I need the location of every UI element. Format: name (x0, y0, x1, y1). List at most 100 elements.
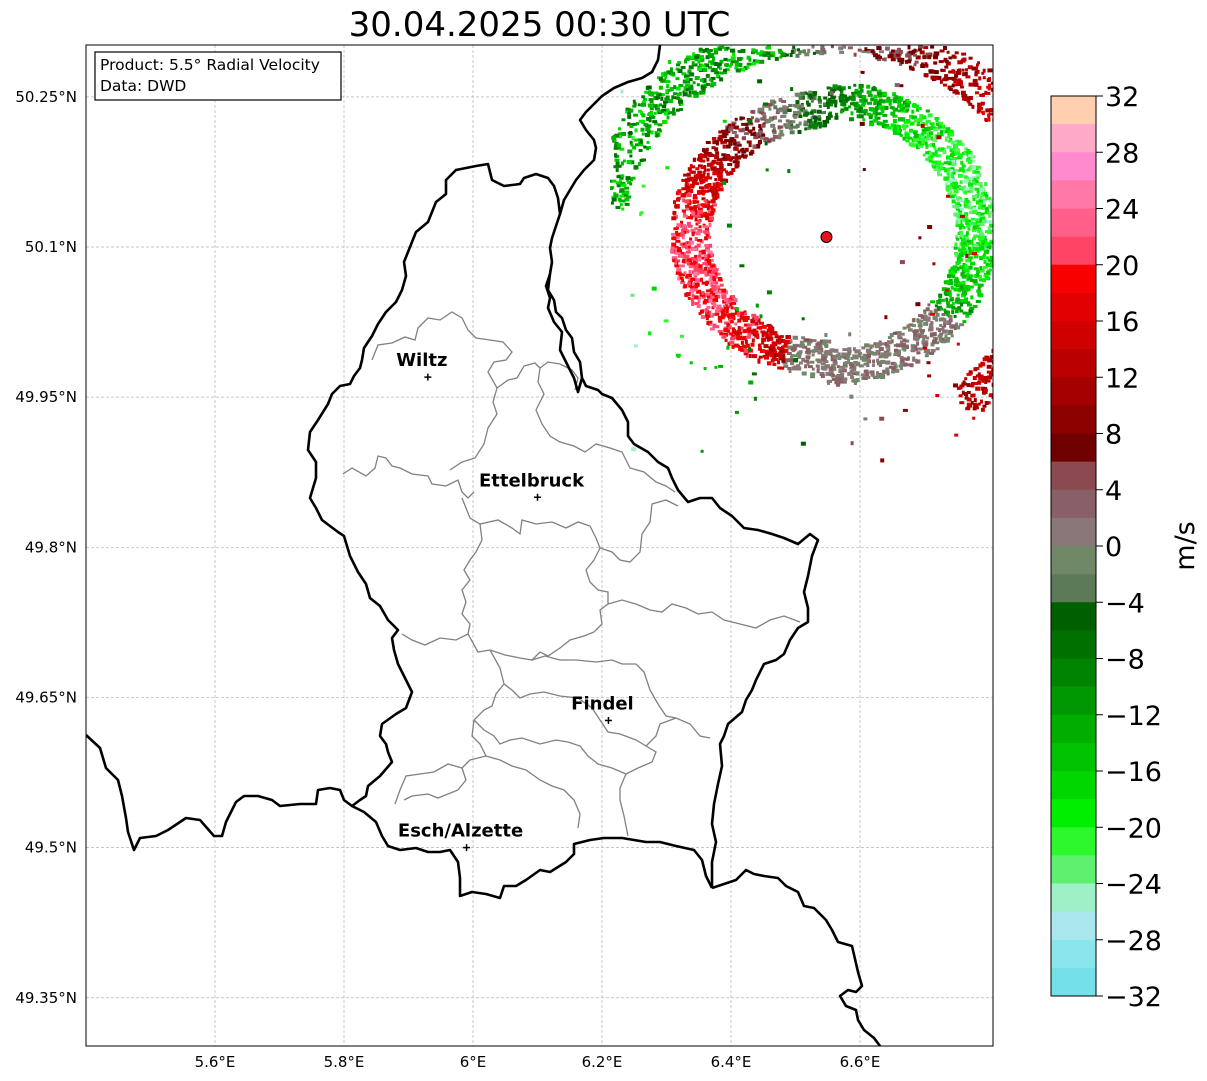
radar-echo-pixel (910, 344, 916, 349)
radar-echo-pixel (918, 236, 922, 240)
radar-echo-pixel (744, 147, 749, 152)
radar-echo-pixel (957, 386, 963, 390)
radar-echo-pixel (958, 226, 962, 230)
radar-echo-pixel (925, 144, 929, 149)
radar-echo-pixel (913, 53, 917, 57)
radar-echo-pixel (966, 149, 971, 153)
radar-echo-pixel (663, 102, 667, 107)
radar-echo-pixel (629, 131, 632, 135)
radar-echo-pixel (961, 382, 965, 387)
radar-echo-pixel (959, 288, 964, 292)
radar-echo-pixel (702, 230, 708, 234)
radar-echo-pixel (966, 406, 971, 410)
radar-echo-pixel (740, 326, 744, 330)
product-label: Product: 5.5° Radial Velocity (100, 56, 320, 74)
radar-echo-pixel (708, 153, 712, 158)
radar-echo-pixel (625, 110, 629, 114)
radar-echo-pixel (973, 376, 977, 380)
radar-echo-pixel (987, 241, 991, 245)
radar-echo-pixel (961, 58, 967, 62)
radar-echo-pixel (779, 55, 783, 59)
radar-echo-pixel (626, 195, 632, 199)
radar-echo-pixel (705, 317, 709, 321)
x-tick-label: 6.2°E (582, 1053, 623, 1071)
radar-echo-pixel (620, 89, 624, 94)
radar-echo-pixel (692, 52, 696, 57)
radar-echo-pixel (619, 203, 623, 207)
radar-echo-pixel (970, 221, 976, 225)
radar-echo-pixel (713, 48, 718, 51)
radar-echo-pixel (657, 123, 663, 127)
radar-echo-pixel (930, 349, 936, 352)
radar-echo-pixel (981, 241, 985, 245)
radar-echo-pixel (831, 364, 834, 369)
radar-echo-pixel (718, 187, 724, 192)
radar-echo-pixel (862, 353, 867, 357)
radar-echo-pixel (918, 145, 924, 149)
radar-echo-pixel (707, 189, 713, 193)
radar-echo-pixel (973, 243, 979, 247)
radar-echo-pixel (959, 221, 963, 226)
radar-echo-pixel (953, 151, 957, 156)
radar-echo-pixel (816, 365, 820, 370)
radar-echo-pixel (676, 63, 681, 67)
radar-echo-pixel (675, 108, 680, 112)
radar-echo-pixel (811, 45, 815, 49)
radar-echo-pixel (880, 122, 885, 126)
radar-echo-pixel (897, 349, 901, 354)
colorbar-tick-label: 16 (1105, 307, 1139, 338)
radar-echo-pixel (923, 130, 929, 134)
radar-echo-pixel (731, 329, 736, 333)
colorbar-segment (1051, 658, 1096, 688)
radar-echo-pixel (779, 129, 784, 134)
radar-echo-pixel (990, 241, 993, 245)
radar-echo-pixel (820, 348, 824, 353)
radar-echo-pixel (850, 376, 855, 379)
radar-echo-pixel (951, 151, 955, 155)
radar-echo-pixel (808, 90, 813, 94)
radar-echo-pixel (729, 137, 734, 142)
radar-echo-pixel (981, 244, 987, 248)
radar-echo-pixel (772, 331, 778, 336)
radar-echo-pixel (663, 319, 669, 323)
map-area[interactable] (86, 45, 993, 1046)
radar-echo-pixel (980, 187, 985, 192)
radar-echo-pixel (980, 102, 984, 106)
radar-echo-pixel (834, 380, 840, 385)
radar-echo-pixel (804, 127, 808, 131)
radar-echo-pixel (629, 125, 634, 129)
radar-echo-pixel (918, 118, 923, 122)
radar-echo-pixel (966, 312, 972, 316)
radar-echo-pixel (767, 333, 771, 337)
radar-echo-pixel (641, 184, 646, 188)
radar-echo-pixel (971, 104, 975, 109)
radar-echo-pixel (688, 241, 692, 246)
radar-echo-pixel (777, 360, 780, 365)
radar-echo-pixel (934, 337, 938, 341)
radar-echo-pixel (898, 331, 902, 334)
radar-echo-pixel (633, 344, 638, 348)
radar-echo-pixel (745, 122, 749, 127)
radar-echo-pixel (948, 70, 954, 74)
radar-echo-pixel (841, 379, 847, 384)
radar-echo-pixel (965, 313, 970, 318)
radar-echo-pixel (967, 256, 973, 260)
radar-echo-pixel (853, 356, 859, 360)
radar-echo-pixel (939, 332, 944, 336)
radar-echo-pixel (978, 293, 984, 298)
radar-echo-pixel (805, 350, 811, 354)
radar-echo-pixel (894, 95, 899, 100)
radar-echo-pixel (696, 83, 700, 87)
radar-echo-pixel (634, 128, 638, 133)
radar-echo-pixel (961, 52, 967, 56)
radar-echo-pixel (738, 128, 744, 133)
radar-echo-pixel (889, 53, 894, 58)
radar-echo-pixel (922, 131, 927, 135)
radar-echo-pixel (966, 168, 971, 172)
radar-echo-pixel (899, 84, 904, 88)
radar-echo-pixel (710, 84, 715, 88)
radar-echo-pixel (956, 83, 962, 86)
x-tick-labels: 5.6°E 5.8°E 6°E 6.2°E 6.4°E 6.6°E (195, 1053, 881, 1071)
radar-echo-pixel (900, 61, 904, 65)
radar-echo-pixel (940, 162, 945, 166)
